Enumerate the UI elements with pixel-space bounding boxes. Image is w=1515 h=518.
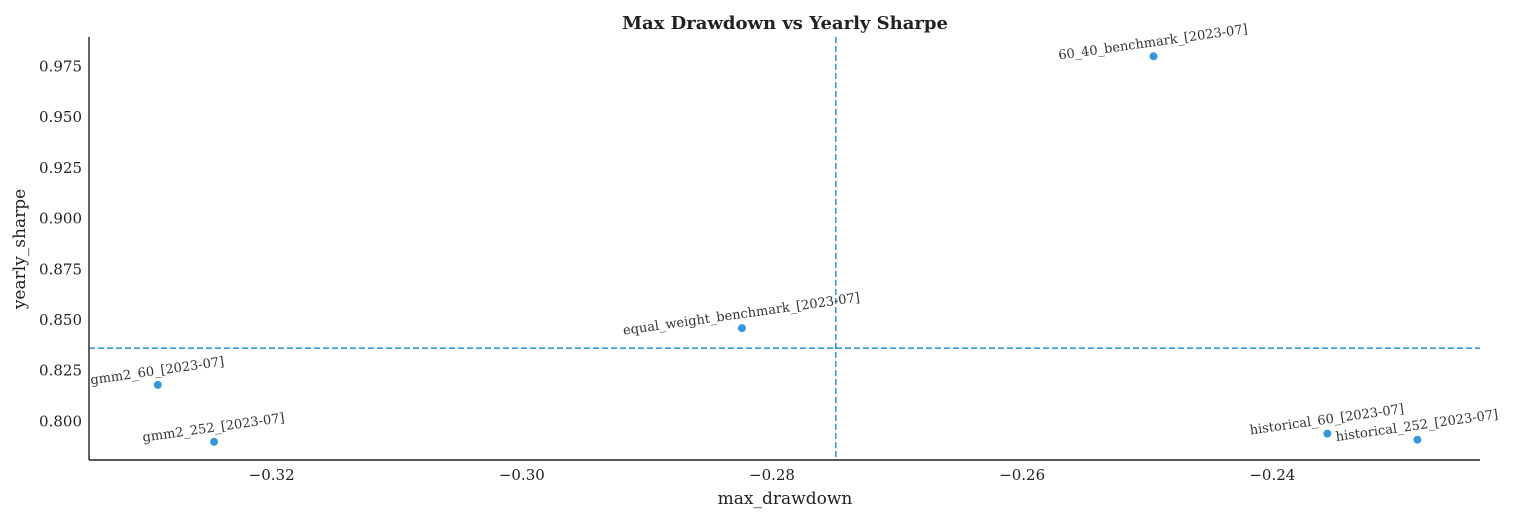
y-tick-label: 0.850 <box>39 311 82 329</box>
chart-title: Max Drawdown vs Yearly Sharpe <box>622 13 948 34</box>
y-axis-label: yearly_sharpe <box>10 189 30 310</box>
axes <box>88 37 1480 461</box>
x-tick-label: −0.26 <box>999 466 1045 484</box>
data-point <box>1149 52 1158 61</box>
x-axis-label: max_drawdown <box>718 489 853 509</box>
x-tick-label: −0.24 <box>1249 466 1295 484</box>
y-tick-label: 0.875 <box>39 260 82 278</box>
y-tick-label: 0.825 <box>39 362 82 380</box>
y-tick-label: 0.925 <box>39 159 82 177</box>
x-tick-label: −0.32 <box>249 466 295 484</box>
x-tick-label: −0.30 <box>499 466 545 484</box>
data-points <box>153 52 1422 446</box>
tick-labels: −0.32 −0.30 −0.28 −0.26 −0.24 0.800 0.825 0.850… <box>39 57 1295 484</box>
y-tick-label: 0.800 <box>39 412 82 430</box>
data-point-labels: 60_40_benchmark_[2023-07]equal_weight_be… <box>89 22 1499 446</box>
y-tick-label: 0.975 <box>39 57 82 75</box>
data-point <box>1413 435 1422 444</box>
y-tick-label: 0.900 <box>39 210 82 228</box>
reference-lines <box>89 37 1480 460</box>
data-point <box>153 380 162 389</box>
data-point <box>210 437 219 446</box>
y-tick-label: 0.950 <box>39 108 82 126</box>
data-point <box>1323 429 1332 438</box>
x-tick-label: −0.28 <box>749 466 795 484</box>
data-point <box>737 324 746 333</box>
